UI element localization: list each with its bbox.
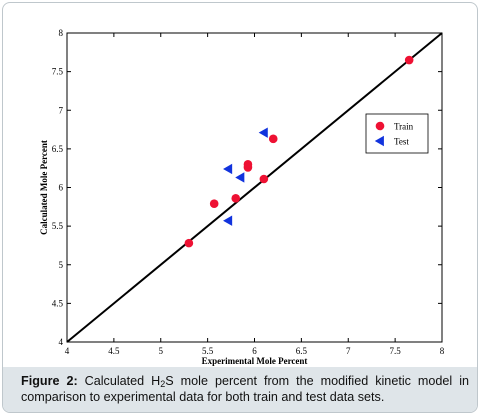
x-tick-label-8: 8 — [440, 346, 445, 356]
scatter-chart: 4 4.5 5 5.5 6 6.5 7 7.5 8 4 4.5 5 5.5 6 6.5 7 7.5 8 Experi… — [39, 28, 445, 366]
test-point-3 — [258, 127, 268, 138]
legend-box — [365, 113, 429, 154]
y-tick-label-8: 8 — [59, 28, 64, 38]
figure-caption: Figure 2: Calculated H2S mole percent fr… — [3, 367, 477, 412]
caption-subscript: 2 — [160, 379, 166, 389]
train-point-1 — [209, 199, 219, 209]
x-tick-label-0: 4 — [65, 346, 70, 356]
train-point-2 — [231, 194, 241, 203]
test-point-0 — [223, 215, 233, 226]
legend-label-train: Train — [394, 122, 414, 132]
train-point-7 — [404, 55, 414, 65]
x-tick-label-4: 6 — [252, 346, 257, 356]
y-tick-label-1: 4.5 — [52, 298, 64, 308]
train-point-0 — [184, 238, 194, 248]
reference-line — [66, 32, 443, 343]
test-point-2 — [235, 172, 245, 183]
legend-marker-train — [375, 121, 385, 131]
test-point-1 — [223, 163, 233, 175]
y-tick-label-7: 7.5 — [52, 67, 64, 77]
y-tick-label-0: 4 — [59, 337, 64, 347]
train-point-6 — [268, 134, 278, 144]
x-tick-label-7: 7.5 — [390, 346, 402, 356]
y-tick-label-6: 7 — [59, 105, 64, 115]
caption-label: Figure 2: — [21, 374, 78, 388]
legend-label-test: Test — [394, 137, 409, 147]
train-point-5 — [259, 174, 269, 184]
figure-frame: 4 4.5 5 5.5 6 6.5 7 7.5 8 4 4.5 5 5.5 6 6.5 7 7.5 8 Experi… — [2, 2, 478, 413]
train-point-4 — [243, 160, 253, 169]
y-tick-label-2: 5 — [59, 260, 64, 270]
x-tick-label-3: 5.5 — [202, 346, 214, 356]
y-tick-label-3: 5.5 — [52, 221, 64, 231]
y-tick-label-4: 6 — [59, 183, 64, 193]
y-axis-label: Calculated Mole Percent — [39, 140, 49, 235]
caption-text-part1: Calculated H — [77, 374, 161, 388]
x-tick-label-5: 6.5 — [296, 346, 308, 356]
x-axis-label: Experimental Mole Percent — [202, 356, 308, 366]
x-tick-label-2: 5 — [159, 346, 164, 356]
y-tick-label-5: 6.5 — [52, 144, 64, 154]
x-tick-label-1: 4.5 — [108, 346, 120, 356]
x-tick-label-6: 7 — [346, 346, 351, 356]
caption-text-part2: S mole percent from the modified kinetic… — [21, 374, 469, 404]
legend-marker-test — [374, 135, 384, 147]
